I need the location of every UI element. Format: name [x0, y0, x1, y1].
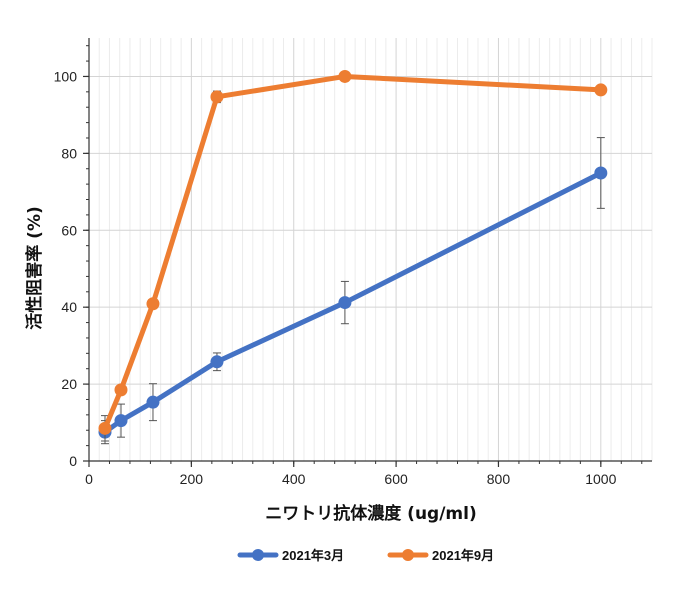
y-axis-title: 活性阻害率 (%): [24, 206, 45, 330]
data-point: [146, 395, 160, 409]
data-point: [210, 90, 224, 104]
y-tick-label: 0: [69, 453, 77, 469]
x-axis-title: ニワトリ抗体濃度 (ug/ml): [265, 503, 476, 524]
data-point: [210, 355, 224, 369]
legend-swatch-marker: [252, 549, 264, 561]
data-point: [338, 296, 352, 310]
data-point: [146, 297, 160, 311]
data-point: [114, 383, 128, 397]
series: [98, 69, 608, 445]
y-tick-label: 20: [61, 376, 77, 392]
x-tick-label: 400: [282, 471, 306, 487]
legend-swatch-marker: [402, 549, 414, 561]
x-tick-label: 0: [85, 471, 93, 487]
legend: 2021年3月 2021年9月: [237, 548, 494, 563]
x-tick-label: 600: [384, 471, 408, 487]
legend-item: 2021年9月: [387, 548, 494, 563]
y-tick-label: 80: [61, 145, 77, 161]
data-point: [98, 421, 112, 435]
y-tick-label: 100: [54, 68, 78, 84]
series-line: [102, 73, 604, 431]
legend-label: 2021年3月: [282, 548, 344, 563]
y-tick-label: 60: [61, 222, 77, 238]
x-tick-label: 1000: [585, 471, 616, 487]
series-1: [98, 137, 608, 445]
data-point: [338, 69, 352, 83]
axes: [83, 38, 652, 467]
data-point: [594, 166, 608, 180]
data-point: [594, 83, 608, 97]
data-point: [114, 414, 128, 428]
series-2: [98, 69, 608, 442]
legend-label: 2021年9月: [432, 548, 494, 563]
x-tick-label: 800: [487, 471, 511, 487]
legend-item: 2021年3月: [237, 548, 344, 563]
grid-lines: [89, 38, 653, 461]
x-tick-label: 200: [180, 471, 204, 487]
y-tick-label: 40: [61, 299, 77, 315]
